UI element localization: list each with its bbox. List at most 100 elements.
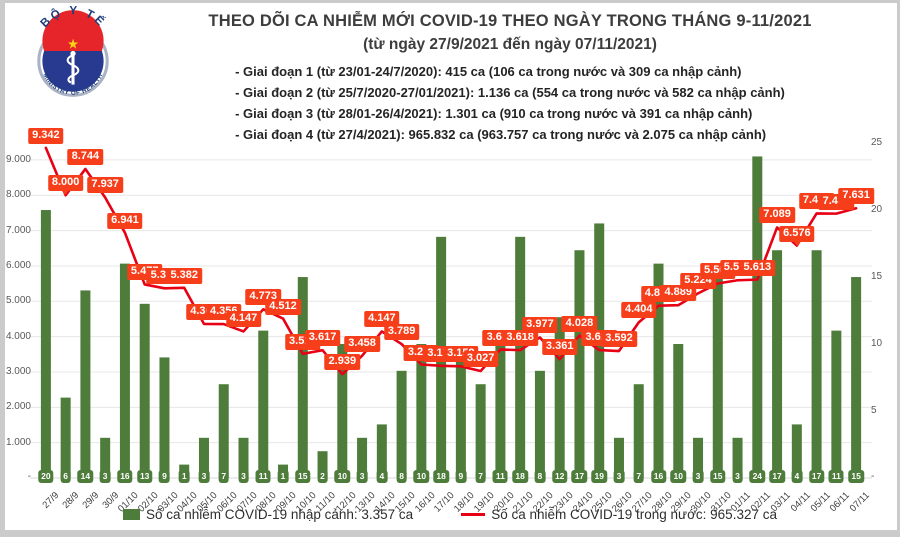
line-point-label: 3.618 <box>502 330 538 347</box>
bar-value-tag: 7 <box>475 470 487 483</box>
line-point-label: 3.027 <box>462 351 499 368</box>
bar-value-tag: 3 <box>732 470 743 483</box>
y-axis-tick-right: 5 <box>871 405 877 416</box>
line-point-label: 3.789 <box>383 324 420 341</box>
y-axis-tick-right: 15 <box>871 271 883 283</box>
legend-label-imported: Số ca nhiễm COVID-19 nhập cảnh: 3.357 ca <box>146 507 414 522</box>
bar-value-tag: 17 <box>571 470 588 483</box>
line-point-label: 4.147 <box>364 311 400 328</box>
bar <box>80 290 91 478</box>
bar <box>831 330 842 478</box>
y-axis-tick-left: 1.000 <box>5 436 31 448</box>
bar-value-tag: 6 <box>60 470 72 483</box>
bar-value-tag: 3 <box>238 470 249 483</box>
frame-bottom <box>0 530 900 537</box>
bar-value-tag: 7 <box>218 470 230 483</box>
bar-value-tag: 18 <box>433 470 449 483</box>
bar-value-tag: 19 <box>591 470 607 483</box>
page-subtitle: (từ ngày 27/9/2021 đến ngày 07/11/2021) <box>363 36 657 53</box>
bar-value-tag: 17 <box>808 470 825 483</box>
line-point-label: 9.342 <box>28 127 64 144</box>
y-axis-tick-left: 6.000 <box>5 259 31 271</box>
bar <box>60 397 71 478</box>
bar-value-tag: 14 <box>77 470 94 483</box>
phase-note-1: - Giai đoạn 1 (từ 23/01-24/7/2020): 415 … <box>235 64 742 79</box>
y-axis-tick-right: 20 <box>871 204 883 216</box>
line-point-label: 7.937 <box>87 177 123 194</box>
line-point-label: 5.613 <box>739 259 776 276</box>
bar-value-tag: 20 <box>38 470 54 483</box>
y-axis-tick-left: 7.000 <box>5 224 31 236</box>
legend-label-domestic: Số ca nhiễm COVID-19 trong nước: 965.327… <box>491 507 777 522</box>
bar-value-tag: 18 <box>512 470 528 483</box>
bar <box>574 250 585 478</box>
bar-value-tag: 9 <box>455 470 467 483</box>
line-point-label: 4.147 <box>225 311 262 328</box>
bar <box>357 437 368 478</box>
bar-value-tag: 24 <box>749 470 766 483</box>
bar-value-tag: 12 <box>551 470 568 483</box>
bar <box>198 437 209 478</box>
line-point-label: 8.000 <box>47 175 84 196</box>
bar <box>376 424 387 478</box>
logo-red-cap <box>42 10 104 51</box>
line-point-label: 7.631 <box>838 188 874 205</box>
y-axis-tick-left: 3.000 <box>5 365 31 377</box>
phase-note-2: - Giai đoạn 2 (từ 25/7/2020-27/01/2021):… <box>235 85 785 101</box>
bar <box>396 370 407 478</box>
y-axis-tick-right: 10 <box>871 338 883 350</box>
legend-item-domestic: Số ca nhiễm COVID-19 trong nước: 965.327… <box>461 507 777 522</box>
line-point-label: 2.939 <box>324 354 361 371</box>
line-point-label: 3.361 <box>541 339 578 356</box>
legend-item-imported: Số ca nhiễm COVID-19 nhập cảnh: 3.357 ca <box>123 507 413 522</box>
y-axis-tick-right: 25 <box>871 137 883 149</box>
snake-head-icon <box>70 50 76 57</box>
bar <box>317 451 328 478</box>
header: THEO DÕI CA NHIỄM MỚI COVID-19 THEO NGÀY… <box>130 12 890 145</box>
bar <box>791 424 802 478</box>
ministry-of-health-logo: ★ BỘ Y TẾ MINISTRY OF HEALTH <box>37 4 109 97</box>
bar-swatch-icon <box>123 509 141 520</box>
bar-value-tag: 3 <box>356 470 368 483</box>
bar <box>673 344 684 478</box>
bar-value-tag: 9 <box>159 470 170 483</box>
y-axis-tick-left: 5.000 <box>5 295 31 307</box>
line-point-label: 4.512 <box>265 298 301 315</box>
bar-value-tag: 15 <box>848 470 864 483</box>
frame-left <box>0 0 5 537</box>
y-axis-tick-left: 8.000 <box>5 189 31 201</box>
bar <box>119 263 130 478</box>
phase-notes: - Giai đoạn 1 (từ 23/01-24/7/2020): 415 … <box>235 61 785 145</box>
frame-right <box>897 0 900 537</box>
bar-value-tag: 13 <box>136 470 153 483</box>
y-axis-zero-left: - <box>27 471 31 482</box>
bar-value-tag: 3 <box>99 470 111 483</box>
bar-value-tag: 7 <box>633 470 645 483</box>
bar-value-tag: 10 <box>670 470 686 483</box>
page-title: THEO DÕI CA NHIỄM MỚI COVID-19 THEO NGÀY… <box>208 12 812 30</box>
line-point-label: 3.592 <box>601 331 637 348</box>
bar <box>40 210 51 479</box>
bar <box>258 330 269 478</box>
bar <box>693 437 704 478</box>
bar <box>416 344 427 478</box>
bar <box>613 437 624 478</box>
bar <box>712 277 723 478</box>
bar <box>139 303 150 478</box>
bar <box>811 250 822 478</box>
bar-value-tag: 3 <box>692 470 704 483</box>
bar <box>455 357 466 478</box>
bar-value-tag: 10 <box>334 470 351 483</box>
bar-value-tag: 3 <box>613 470 625 483</box>
bar-value-tag: 15 <box>710 470 726 483</box>
bar <box>100 437 111 478</box>
bar-value-tag: 1 <box>277 470 289 483</box>
bar <box>633 384 644 478</box>
line-point-label: 4.028 <box>561 315 598 332</box>
y-axis-tick-left: 2.000 <box>5 401 31 413</box>
line-point-label: 4.404 <box>620 302 657 319</box>
bar <box>297 277 308 478</box>
domestic-cases-line <box>44 146 858 376</box>
phase-note-3: - Giai đoạn 3 (từ 28/01-26/4/2021): 1.30… <box>235 106 753 122</box>
